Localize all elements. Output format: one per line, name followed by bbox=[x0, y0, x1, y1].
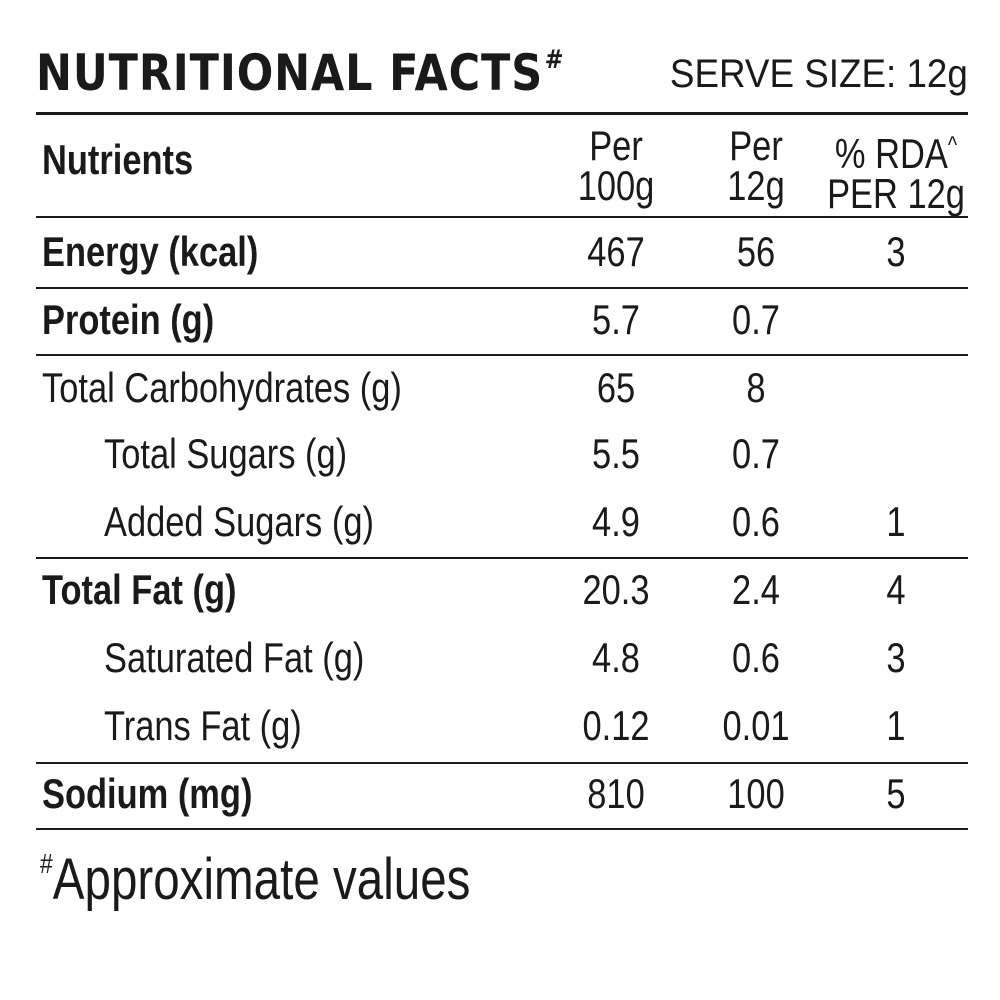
value-per100g: 5.7 bbox=[592, 296, 640, 343]
row-divider bbox=[36, 762, 968, 764]
table-row: Added Sugars (g) 4.9 0.6 1 bbox=[36, 494, 968, 554]
title-footnote-mark: # bbox=[544, 45, 565, 75]
table-row: Total Carbohydrates (g) 65 8 bbox=[36, 360, 968, 420]
value-per12g: 0.6 bbox=[732, 634, 780, 681]
value-per12g: 0.6 bbox=[732, 498, 780, 545]
nutrient-name: Total Carbohydrates (g) bbox=[42, 364, 402, 411]
rule-header bbox=[36, 216, 968, 218]
table-row: Energy (kcal) 467 56 3 bbox=[36, 224, 968, 284]
value-per12g: 8 bbox=[746, 364, 766, 411]
value-rda: 4 bbox=[886, 566, 906, 613]
value-per100g: 20.3 bbox=[582, 566, 650, 613]
value-per100g: 810 bbox=[587, 770, 645, 817]
col-header-nutrients: Nutrients bbox=[42, 136, 194, 183]
value-per100g: 65 bbox=[596, 364, 636, 411]
nutrient-name: Total Fat (g) bbox=[42, 566, 237, 613]
table-header-row: Nutrients Per 100g Per 12g % RDA^ PER 12g bbox=[36, 122, 968, 218]
table-row: Sodium (mg) 810 100 5 bbox=[36, 766, 968, 826]
table-row: Saturated Fat (g) 4.8 0.6 3 bbox=[36, 630, 968, 690]
value-per12g: 0.7 bbox=[732, 430, 780, 477]
value-per12g: 0.01 bbox=[722, 702, 790, 749]
table-row: Protein (g) 5.7 0.7 bbox=[36, 292, 968, 352]
value-per12g: 56 bbox=[736, 228, 776, 275]
col-header-per100: Per 100g bbox=[577, 122, 655, 209]
value-per100g: 5.5 bbox=[592, 430, 640, 477]
col-header-rda: % RDA^ PER 12g bbox=[827, 130, 965, 217]
nutrient-name: Trans Fat (g) bbox=[104, 702, 302, 749]
nutrient-name: Saturated Fat (g) bbox=[104, 634, 365, 681]
row-divider bbox=[36, 557, 968, 559]
rule-top bbox=[36, 112, 968, 115]
value-rda: 1 bbox=[886, 498, 906, 545]
value-per100g: 467 bbox=[587, 228, 645, 275]
row-divider bbox=[36, 287, 968, 289]
value-per100g: 4.9 bbox=[592, 498, 640, 545]
header: NUTRITIONAL FACTS# SERVE SIZE: 12g bbox=[36, 38, 968, 108]
nutrient-name: Total Sugars (g) bbox=[104, 430, 348, 477]
footnote-text: Approximate values bbox=[52, 847, 471, 912]
value-per100g: 4.8 bbox=[592, 634, 640, 681]
page-title: NUTRITIONAL FACTS# bbox=[36, 44, 565, 102]
value-per12g: 2.4 bbox=[732, 566, 780, 613]
footnote: #Approximate values bbox=[40, 846, 470, 913]
table-row: Total Sugars (g) 5.5 0.7 bbox=[36, 426, 968, 486]
nutrient-name: Added Sugars (g) bbox=[104, 498, 374, 545]
rule-bottom bbox=[36, 828, 968, 830]
value-rda: 1 bbox=[886, 702, 906, 749]
footnote-mark: # bbox=[40, 848, 53, 879]
table-row: Trans Fat (g) 0.12 0.01 1 bbox=[36, 698, 968, 758]
col-header-per12: Per 12g bbox=[727, 122, 785, 209]
value-per100g: 0.12 bbox=[582, 702, 650, 749]
row-divider bbox=[36, 354, 968, 356]
table-row: Total Fat (g) 20.3 2.4 4 bbox=[36, 562, 968, 622]
value-rda: 3 bbox=[886, 228, 906, 275]
nutrient-name: Sodium (mg) bbox=[42, 770, 253, 817]
value-per12g: 0.7 bbox=[732, 296, 780, 343]
value-rda: 3 bbox=[886, 634, 906, 681]
serve-size: SERVE SIZE: 12g bbox=[670, 52, 968, 96]
value-rda: 5 bbox=[886, 770, 906, 817]
value-per12g: 100 bbox=[727, 770, 785, 817]
nutrient-name: Energy (kcal) bbox=[42, 228, 259, 275]
nutrient-name: Protein (g) bbox=[42, 296, 215, 343]
